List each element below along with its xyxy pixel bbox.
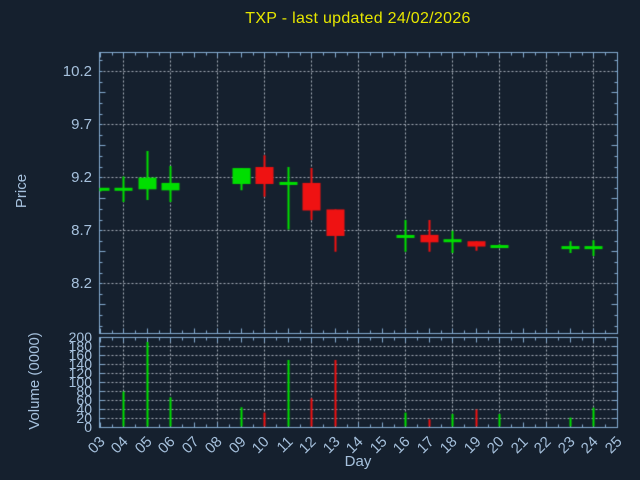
volume-tick-label: 140 bbox=[68, 356, 92, 372]
volume-tick-label: 200 bbox=[68, 329, 92, 345]
volume-axis-label: Volume (0000) bbox=[26, 332, 43, 430]
price-tick-label: 9.2 bbox=[71, 169, 92, 186]
volume-tick-label: 180 bbox=[68, 338, 92, 354]
price-tick-label: 8.7 bbox=[71, 222, 92, 239]
price-tick-label: 8.2 bbox=[71, 275, 92, 292]
price-axis-label: Price bbox=[13, 173, 30, 209]
volume-tick-label: 40 bbox=[76, 401, 92, 417]
chart-title: TXP - last updated 24/02/2026 bbox=[245, 10, 471, 27]
day-axis-label: Day bbox=[344, 453, 372, 470]
price-tick-label: 10.2 bbox=[62, 63, 92, 80]
volume-tick-label: 120 bbox=[68, 365, 92, 381]
volume-tick-label: 0 bbox=[84, 419, 92, 435]
volume-tick-label: 160 bbox=[68, 347, 92, 363]
volume-tick-label: 80 bbox=[76, 383, 92, 399]
price-tick-label: 9.7 bbox=[71, 116, 92, 133]
volume-tick-label: 60 bbox=[76, 392, 92, 408]
volume-tick-label: 20 bbox=[76, 410, 92, 426]
volume-tick-label: 100 bbox=[68, 374, 92, 390]
